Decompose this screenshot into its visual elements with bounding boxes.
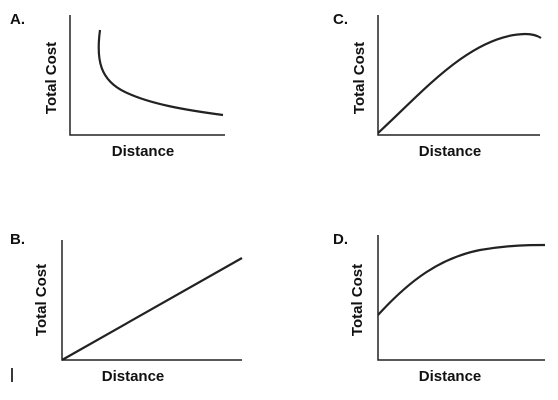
panel-label: B. bbox=[10, 231, 25, 248]
y-axis-label: Total Cost bbox=[351, 42, 368, 114]
panel: D. Total Cost Distance bbox=[333, 231, 546, 385]
x-axis-label: Distance bbox=[419, 143, 482, 160]
y-axis-label: Total Cost bbox=[33, 264, 50, 336]
curve bbox=[377, 243, 546, 316]
axes bbox=[377, 235, 545, 361]
curve bbox=[377, 32, 542, 134]
curve bbox=[97, 29, 224, 117]
y-axis-label: Total Cost bbox=[349, 264, 366, 336]
panel-label: D. bbox=[333, 231, 348, 248]
axes bbox=[69, 15, 225, 136]
y-axis-label: Total Cost bbox=[43, 42, 60, 114]
panel: A. Total Cost Distance bbox=[10, 11, 225, 160]
panel-label: C. bbox=[333, 11, 348, 28]
axes bbox=[61, 240, 242, 361]
x-axis-label: Distance bbox=[102, 368, 165, 385]
x-axis-label: Distance bbox=[112, 143, 175, 160]
curve bbox=[61, 257, 243, 361]
x-axis-label: Distance bbox=[419, 368, 482, 385]
axes bbox=[377, 15, 540, 136]
panel: C. Total Cost Distance bbox=[333, 11, 542, 160]
panel-label: A. bbox=[10, 11, 25, 28]
panel: B. Total Cost Distance bbox=[10, 231, 243, 385]
